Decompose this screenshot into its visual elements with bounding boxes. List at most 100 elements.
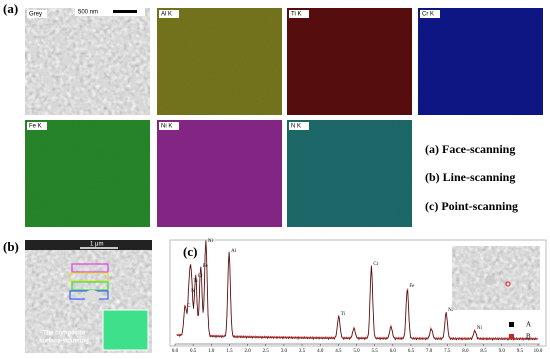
map-tag-bg <box>289 10 309 18</box>
x-tick-label: 9.5 <box>517 349 524 354</box>
x-tick-label: 6.0 <box>390 349 397 354</box>
particle <box>126 68 132 74</box>
particle <box>485 275 495 285</box>
caption: The composite <box>43 331 86 337</box>
particle <box>138 104 146 112</box>
panel-label: (b) <box>3 239 19 254</box>
element-map <box>418 8 543 115</box>
particle <box>110 104 116 110</box>
map-tag-bg <box>289 122 309 130</box>
x-tick-label: 2.0 <box>244 349 251 354</box>
peak-label: Ni <box>448 308 454 313</box>
scan-mode: (c) Point-scanning <box>425 199 518 213</box>
particle <box>84 290 100 302</box>
particle <box>51 106 61 112</box>
scan-mode: (a) Face-scanning <box>425 142 515 156</box>
x-tick-label: 5.0 <box>353 349 360 354</box>
scale-strip <box>75 8 145 16</box>
particle <box>99 78 109 84</box>
peak-label: C <box>187 304 191 309</box>
x-tick-label: 1.0 <box>208 349 215 354</box>
particle <box>67 70 77 76</box>
particle <box>79 102 89 110</box>
particle <box>94 60 100 66</box>
particle <box>27 36 35 42</box>
panel-label: (c) <box>183 244 197 259</box>
peak-label: Cr <box>373 262 378 267</box>
particle <box>134 90 140 96</box>
x-tick-label: 7.5 <box>444 349 451 354</box>
map-tag: Ti K <box>291 12 301 18</box>
peak-label: Ti <box>341 312 346 317</box>
map-tag-bg <box>420 10 440 18</box>
x-tick-label: 6.5 <box>408 349 415 354</box>
map-tag-bg <box>159 10 179 18</box>
map-tag: Al K <box>161 12 172 18</box>
x-tick-label: 8.0 <box>462 349 469 354</box>
sem-image <box>25 8 150 115</box>
x-tick-label: 4.5 <box>335 349 342 354</box>
spectrum-b <box>176 240 538 342</box>
particle <box>75 92 85 98</box>
particle <box>98 70 104 78</box>
peak-label: Ni <box>208 239 214 244</box>
element-maps: Grey Al K Ti K Cr K Fe K Ni K N K 500 nm <box>25 8 543 227</box>
particle <box>90 48 96 56</box>
particle <box>122 56 128 64</box>
point-marker <box>505 281 511 287</box>
peak-label: Fe <box>409 284 415 289</box>
particle <box>39 68 47 76</box>
element-map <box>287 120 412 227</box>
peak-label: Ni <box>477 326 483 331</box>
x-tick-label: 7.0 <box>426 349 433 354</box>
x-tick-label: 2.5 <box>263 349 270 354</box>
particle <box>51 102 59 108</box>
element-map <box>157 8 282 115</box>
spectrum-a <box>176 241 538 341</box>
x-tick-label: 0.5 <box>190 349 197 354</box>
scale-strip <box>25 240 152 250</box>
particle <box>91 56 101 62</box>
particle <box>59 44 67 50</box>
peak-label: Al <box>231 249 237 254</box>
particle <box>130 82 138 90</box>
peak-label: Cr <box>198 274 203 279</box>
x-tick-label: 1.5 <box>226 349 233 354</box>
map-tag: Fe K <box>29 124 42 130</box>
particle <box>71 80 81 88</box>
particle <box>63 58 73 66</box>
map-tag: N K <box>291 124 301 130</box>
scale-label: 500 nm <box>78 10 98 16</box>
legend-swatch <box>509 322 514 327</box>
scale-bar <box>113 10 137 13</box>
particle <box>106 92 112 100</box>
particle <box>114 34 120 42</box>
peak-label: N <box>191 289 195 294</box>
x-tick-label: 4.0 <box>317 349 324 354</box>
map-tag-bg <box>27 10 47 18</box>
element-map <box>157 120 282 227</box>
particle <box>43 80 51 86</box>
map-tag: Cr K <box>422 12 434 18</box>
x-tick-label: 3.5 <box>299 349 306 354</box>
particle <box>83 34 93 40</box>
map-tag: Grey <box>29 12 42 18</box>
peak-label: Ti <box>193 279 198 284</box>
map-tag-bg <box>27 122 47 130</box>
element-map <box>25 120 150 227</box>
scale-label: 1 μm <box>90 242 103 248</box>
inset-map <box>102 309 149 351</box>
x-tick-label: 3.0 <box>281 349 288 354</box>
panel-label: (a) <box>3 1 18 16</box>
particle <box>102 82 108 88</box>
particle <box>55 36 65 44</box>
particle <box>59 48 69 54</box>
x-tick-label: 0.0 <box>172 349 179 354</box>
caption: surface-scanning <box>39 339 89 345</box>
map-tag: Ni K <box>161 124 172 130</box>
legend-label: A <box>526 321 531 329</box>
particle <box>47 90 55 98</box>
x-tick-label: 9.0 <box>499 349 506 354</box>
legend-label: B <box>526 333 531 341</box>
